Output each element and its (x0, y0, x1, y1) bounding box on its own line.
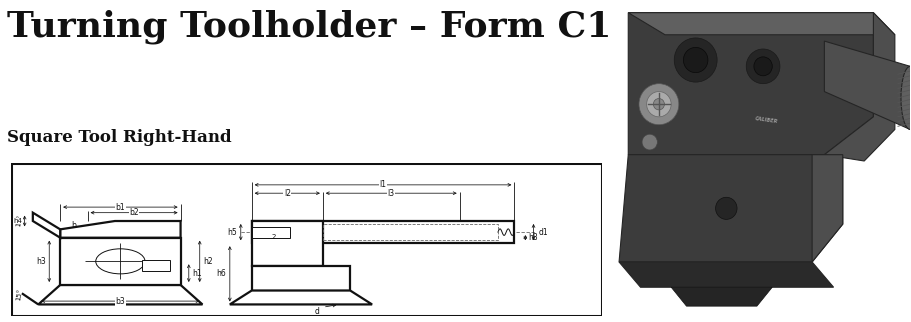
Polygon shape (230, 290, 372, 304)
Bar (251, 221, 514, 243)
Polygon shape (60, 221, 180, 238)
Text: h1: h1 (192, 269, 201, 278)
Circle shape (639, 84, 678, 125)
Text: l1: l1 (379, 180, 386, 189)
Text: b1: b1 (116, 203, 125, 212)
Bar (251, 227, 290, 238)
Circle shape (715, 197, 736, 219)
Polygon shape (824, 13, 894, 161)
Text: d: d (314, 307, 320, 316)
Polygon shape (811, 155, 842, 262)
Text: d1: d1 (538, 228, 548, 237)
Text: h5: h5 (228, 228, 237, 237)
Circle shape (96, 249, 145, 274)
Text: CALIBER: CALIBER (753, 116, 777, 124)
Text: h3: h3 (36, 257, 46, 266)
Bar (60, 238, 180, 285)
Circle shape (673, 38, 716, 82)
Circle shape (641, 134, 657, 150)
Circle shape (682, 47, 707, 73)
Text: 2: 2 (271, 234, 275, 241)
Text: h4: h4 (14, 218, 23, 224)
Ellipse shape (900, 66, 911, 129)
Polygon shape (38, 285, 202, 304)
Polygon shape (33, 213, 60, 238)
Text: b3: b3 (116, 297, 125, 306)
Circle shape (652, 99, 664, 110)
Text: 15°: 15° (15, 214, 23, 228)
Polygon shape (628, 13, 894, 35)
Polygon shape (619, 155, 842, 262)
Text: b2: b2 (129, 208, 138, 217)
Text: Square Tool Right-Hand: Square Tool Right-Hand (7, 129, 231, 146)
Text: Turning Toolholder – Form C1: Turning Toolholder – Form C1 (7, 10, 611, 44)
Text: 15°: 15° (15, 288, 23, 301)
Circle shape (753, 57, 772, 76)
Bar (142, 260, 169, 271)
Text: h6: h6 (217, 269, 226, 278)
Polygon shape (619, 262, 833, 287)
Text: b: b (71, 221, 77, 230)
Bar (251, 221, 322, 266)
Text: h2: h2 (203, 257, 212, 266)
Circle shape (745, 49, 779, 84)
Polygon shape (670, 287, 772, 306)
Bar (251, 266, 350, 290)
Circle shape (646, 91, 670, 117)
Text: l3: l3 (387, 189, 394, 198)
Text: l2: l2 (283, 189, 291, 198)
Polygon shape (824, 41, 909, 129)
Text: h8: h8 (528, 233, 537, 242)
Bar (322, 224, 497, 241)
Polygon shape (628, 13, 873, 155)
